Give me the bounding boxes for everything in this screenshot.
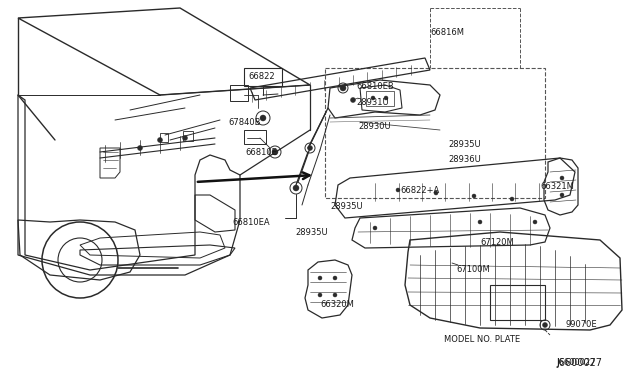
- Circle shape: [510, 197, 514, 201]
- Circle shape: [340, 85, 346, 91]
- Text: 28935U: 28935U: [295, 228, 328, 237]
- Circle shape: [543, 323, 547, 327]
- Text: 67120M: 67120M: [480, 238, 514, 247]
- Circle shape: [371, 96, 375, 100]
- Text: 66810EA: 66810EA: [232, 218, 269, 227]
- Circle shape: [182, 135, 188, 141]
- Text: J6600027: J6600027: [556, 358, 602, 368]
- Circle shape: [318, 276, 322, 280]
- Circle shape: [260, 115, 266, 121]
- Text: 66810E: 66810E: [245, 148, 277, 157]
- Bar: [244, 130, 266, 144]
- Text: 28930U: 28930U: [358, 122, 390, 131]
- Text: 28936U: 28936U: [448, 155, 481, 164]
- Bar: [230, 85, 248, 101]
- Bar: [325, 68, 545, 198]
- Text: J6600027: J6600027: [556, 358, 596, 367]
- Circle shape: [333, 276, 337, 280]
- Text: 67840B: 67840B: [228, 118, 260, 127]
- Circle shape: [157, 138, 163, 142]
- Circle shape: [293, 185, 299, 191]
- Text: 28931U: 28931U: [356, 98, 388, 107]
- Text: 28935U: 28935U: [330, 202, 363, 211]
- Text: MODEL NO. PLATE: MODEL NO. PLATE: [444, 335, 520, 344]
- Circle shape: [333, 293, 337, 297]
- Circle shape: [373, 226, 377, 230]
- Bar: [244, 68, 282, 86]
- Circle shape: [560, 176, 564, 180]
- Circle shape: [396, 188, 400, 192]
- Circle shape: [560, 193, 564, 197]
- Circle shape: [434, 191, 438, 195]
- Bar: [490, 285, 545, 320]
- Circle shape: [318, 293, 322, 297]
- Circle shape: [307, 145, 312, 151]
- Text: 99070E: 99070E: [566, 320, 598, 329]
- Text: 66822: 66822: [248, 72, 275, 81]
- Text: 66321M: 66321M: [540, 182, 574, 191]
- Text: 66816M: 66816M: [430, 28, 464, 37]
- Text: 66320M: 66320M: [320, 300, 354, 309]
- Circle shape: [351, 97, 355, 103]
- Circle shape: [472, 194, 476, 198]
- Circle shape: [138, 145, 143, 151]
- Text: 67100M: 67100M: [456, 265, 490, 274]
- Bar: [366, 91, 394, 106]
- Bar: [160, 133, 168, 142]
- Circle shape: [533, 220, 537, 224]
- Text: 66810EB: 66810EB: [356, 82, 394, 91]
- Text: 28935U: 28935U: [448, 140, 481, 149]
- Text: 66822+A: 66822+A: [400, 186, 439, 195]
- Bar: [183, 131, 193, 141]
- Circle shape: [384, 96, 388, 100]
- Circle shape: [272, 149, 278, 155]
- Circle shape: [478, 220, 482, 224]
